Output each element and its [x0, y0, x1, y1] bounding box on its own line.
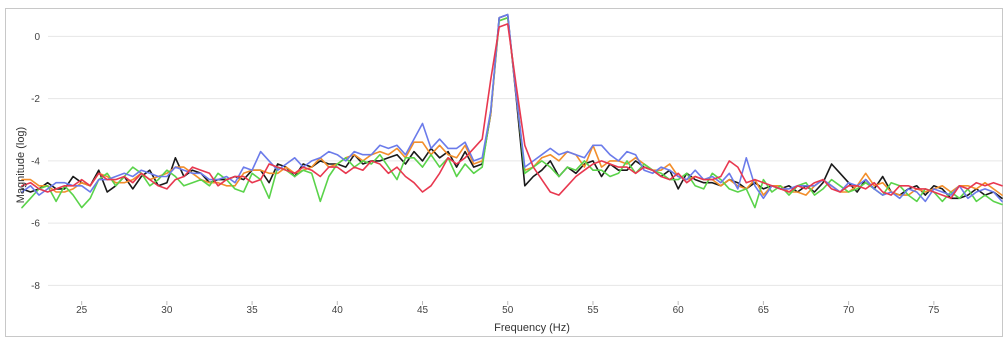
series-line-1: [21, 13, 1003, 200]
x-tick-label: 45: [417, 305, 429, 316]
series-line-3: [21, 16, 1003, 209]
y-axis-ticks: 0 -2 -4 -6 -8: [31, 32, 40, 292]
spectrum-chart: 25 30 35 40 45 50 55 60 65 70 75 0 -2 -4 -6 -8 Frequen…: [15, 13, 1003, 334]
y-tick-label: -2: [31, 94, 40, 105]
x-tick-label: 75: [928, 305, 940, 316]
chart-frame: 25 30 35 40 45 50 55 60 65 70 75 0 -2 -4 -6 -8 Frequen…: [5, 8, 1003, 337]
x-tick-label: 60: [673, 305, 685, 316]
y-tick-label: 0: [34, 32, 40, 43]
y-tick-label: -4: [31, 156, 40, 167]
series-lines: [21, 13, 1003, 209]
series-line-2: [21, 16, 1003, 196]
x-tick-label: 70: [843, 305, 855, 316]
y-tick-label: -8: [31, 281, 40, 292]
x-tick-label: 65: [758, 305, 770, 316]
x-tick-label: 30: [161, 305, 173, 316]
series-line-4: [21, 13, 1003, 203]
x-tick-label: 55: [587, 305, 599, 316]
x-tick-label: 50: [502, 305, 514, 316]
x-tick-label: 35: [247, 305, 259, 316]
x-axis-ticks: 25 30 35 40 45 50 55 60 65 70 75: [76, 301, 940, 316]
y-tick-label: -6: [31, 219, 40, 230]
x-axis-title: Frequency (Hz): [494, 322, 570, 334]
gridlines: [48, 35, 1002, 286]
x-tick-label: 40: [332, 305, 344, 316]
y-axis-title: Magnitude (log): [15, 127, 27, 203]
x-tick-label: 25: [76, 305, 88, 316]
series-line-5: [21, 23, 1003, 200]
